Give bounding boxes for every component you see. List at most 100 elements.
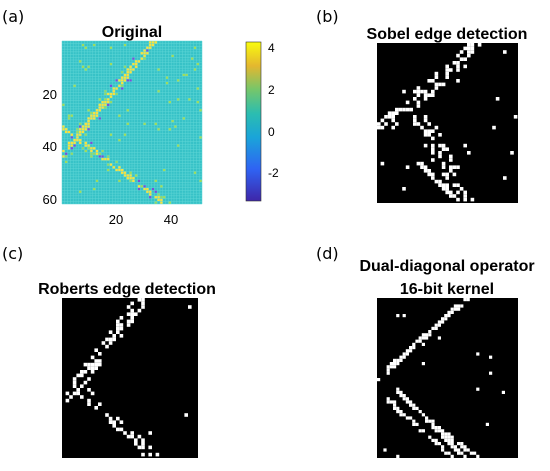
edge-pixel xyxy=(434,82,439,87)
edge-pixel xyxy=(427,172,431,177)
heatmap-cell-high xyxy=(76,133,79,137)
edge-pixel xyxy=(94,406,98,410)
edge-pixel xyxy=(431,426,435,430)
edge-pixel xyxy=(94,366,98,370)
edge-pixel xyxy=(387,115,392,119)
edge-pixel xyxy=(76,373,80,378)
edge-pixel xyxy=(395,111,399,115)
heatmap-cell-noise xyxy=(118,138,121,142)
edge-pixel xyxy=(425,333,429,337)
edge-pixel xyxy=(105,337,109,342)
panel-label-c: (c) xyxy=(2,244,23,263)
heatmap-cell-high xyxy=(154,41,158,44)
edge-pixel xyxy=(460,451,464,455)
heatmap-cell-high xyxy=(112,92,116,96)
edge-pixel xyxy=(94,362,98,367)
heatmap-cell-noise xyxy=(193,68,197,71)
heatmap-cell-high xyxy=(115,87,118,90)
edge-pixel xyxy=(476,352,480,356)
heatmap-cell-high xyxy=(109,95,113,99)
edge-pixel xyxy=(431,93,435,97)
heatmap-cell-high xyxy=(81,127,85,131)
edge-pixel xyxy=(105,344,109,349)
edge-pixel xyxy=(456,165,460,169)
edge-pixel xyxy=(463,64,467,69)
heatmap-cell-high xyxy=(95,149,99,153)
edge-pixel xyxy=(450,307,454,311)
heatmap-cell-noise xyxy=(67,114,71,118)
edge-pixel xyxy=(416,122,421,126)
edge-pixel xyxy=(441,317,445,321)
heatmap-cell-high xyxy=(118,165,121,169)
colorbar-tick-2: 2 xyxy=(268,83,275,97)
edge-pixel xyxy=(463,298,467,302)
edge-pixel xyxy=(423,118,428,123)
edge-pixel xyxy=(460,304,464,308)
heatmap-cell-high xyxy=(73,141,76,145)
edge-pixel xyxy=(463,143,467,148)
edge-pixel xyxy=(467,46,471,51)
heatmap-cell-high xyxy=(112,165,116,169)
heatmap-cell-noise xyxy=(160,184,163,188)
edge-pixel xyxy=(441,448,445,452)
edge-pixel xyxy=(396,454,400,458)
edge-pixel xyxy=(447,438,451,442)
edge-pixel xyxy=(98,362,102,367)
edge-pixel xyxy=(445,147,449,151)
heatmap-cell-mid xyxy=(70,152,74,156)
edge-pixel xyxy=(380,125,385,130)
edge-pixel xyxy=(405,349,409,353)
heatmap-cell-high xyxy=(118,84,121,88)
heatmap-cell-high xyxy=(76,138,79,142)
edge-pixel xyxy=(449,158,453,162)
edge-pixel xyxy=(447,451,451,455)
y-tick-60: 60 xyxy=(43,192,57,207)
edge-pixel xyxy=(428,435,432,439)
edge-pixel xyxy=(466,448,470,452)
heatmap-cell-mid xyxy=(92,152,96,156)
heatmap-cell-noise xyxy=(199,136,202,139)
heatmap-cell-high xyxy=(126,174,130,177)
edge-pixel xyxy=(398,107,403,112)
edge-pixel xyxy=(449,169,453,173)
heatmap-cell-high xyxy=(146,51,149,55)
heatmap-cell-noise xyxy=(171,119,174,123)
heatmap-cell-noise xyxy=(126,108,130,112)
heatmap-cell-noise xyxy=(126,122,130,126)
edge-pixel xyxy=(438,133,442,137)
heatmap-cell-noise xyxy=(84,46,88,50)
edge-pixel xyxy=(83,362,88,367)
edge-pixel xyxy=(460,445,464,449)
heatmap-cell-noise xyxy=(109,46,113,50)
heatmap-cell-high xyxy=(132,176,135,180)
edge-pixel xyxy=(423,93,428,97)
edge-pixel xyxy=(492,125,496,130)
edge-pixel xyxy=(428,330,432,334)
colorbar-tick-0: 0 xyxy=(268,125,275,139)
edge-pixel xyxy=(420,125,424,130)
heatmap-cell-noise xyxy=(176,98,180,101)
heatmap-cell-noise xyxy=(162,168,166,172)
edge-pixel xyxy=(441,165,446,169)
edge-pixel xyxy=(409,346,413,350)
edge-pixel xyxy=(399,358,403,362)
edge-pixel xyxy=(441,432,445,436)
edge-pixel xyxy=(437,426,441,430)
heatmap-cell-high xyxy=(118,79,121,82)
heatmap-cell-noise xyxy=(188,98,191,101)
heatmap-cell-noise xyxy=(190,57,194,61)
edge-pixel xyxy=(438,183,442,187)
heatmap-cell-noise xyxy=(118,114,121,118)
edge-pixel xyxy=(141,298,145,302)
heatmap-cell-mid xyxy=(143,184,146,188)
edge-pixel xyxy=(391,125,395,130)
edge-pixel xyxy=(116,323,120,327)
heatmap-cell-high xyxy=(92,146,96,150)
edge-pixel xyxy=(126,434,131,439)
heatmap-cell-mid xyxy=(154,190,158,194)
edge-pixel xyxy=(413,118,417,123)
edge-pixel xyxy=(425,336,429,340)
edge-pixel xyxy=(452,165,457,169)
heatmap-cell-high xyxy=(76,136,79,139)
heatmap-cell-high xyxy=(106,157,110,161)
